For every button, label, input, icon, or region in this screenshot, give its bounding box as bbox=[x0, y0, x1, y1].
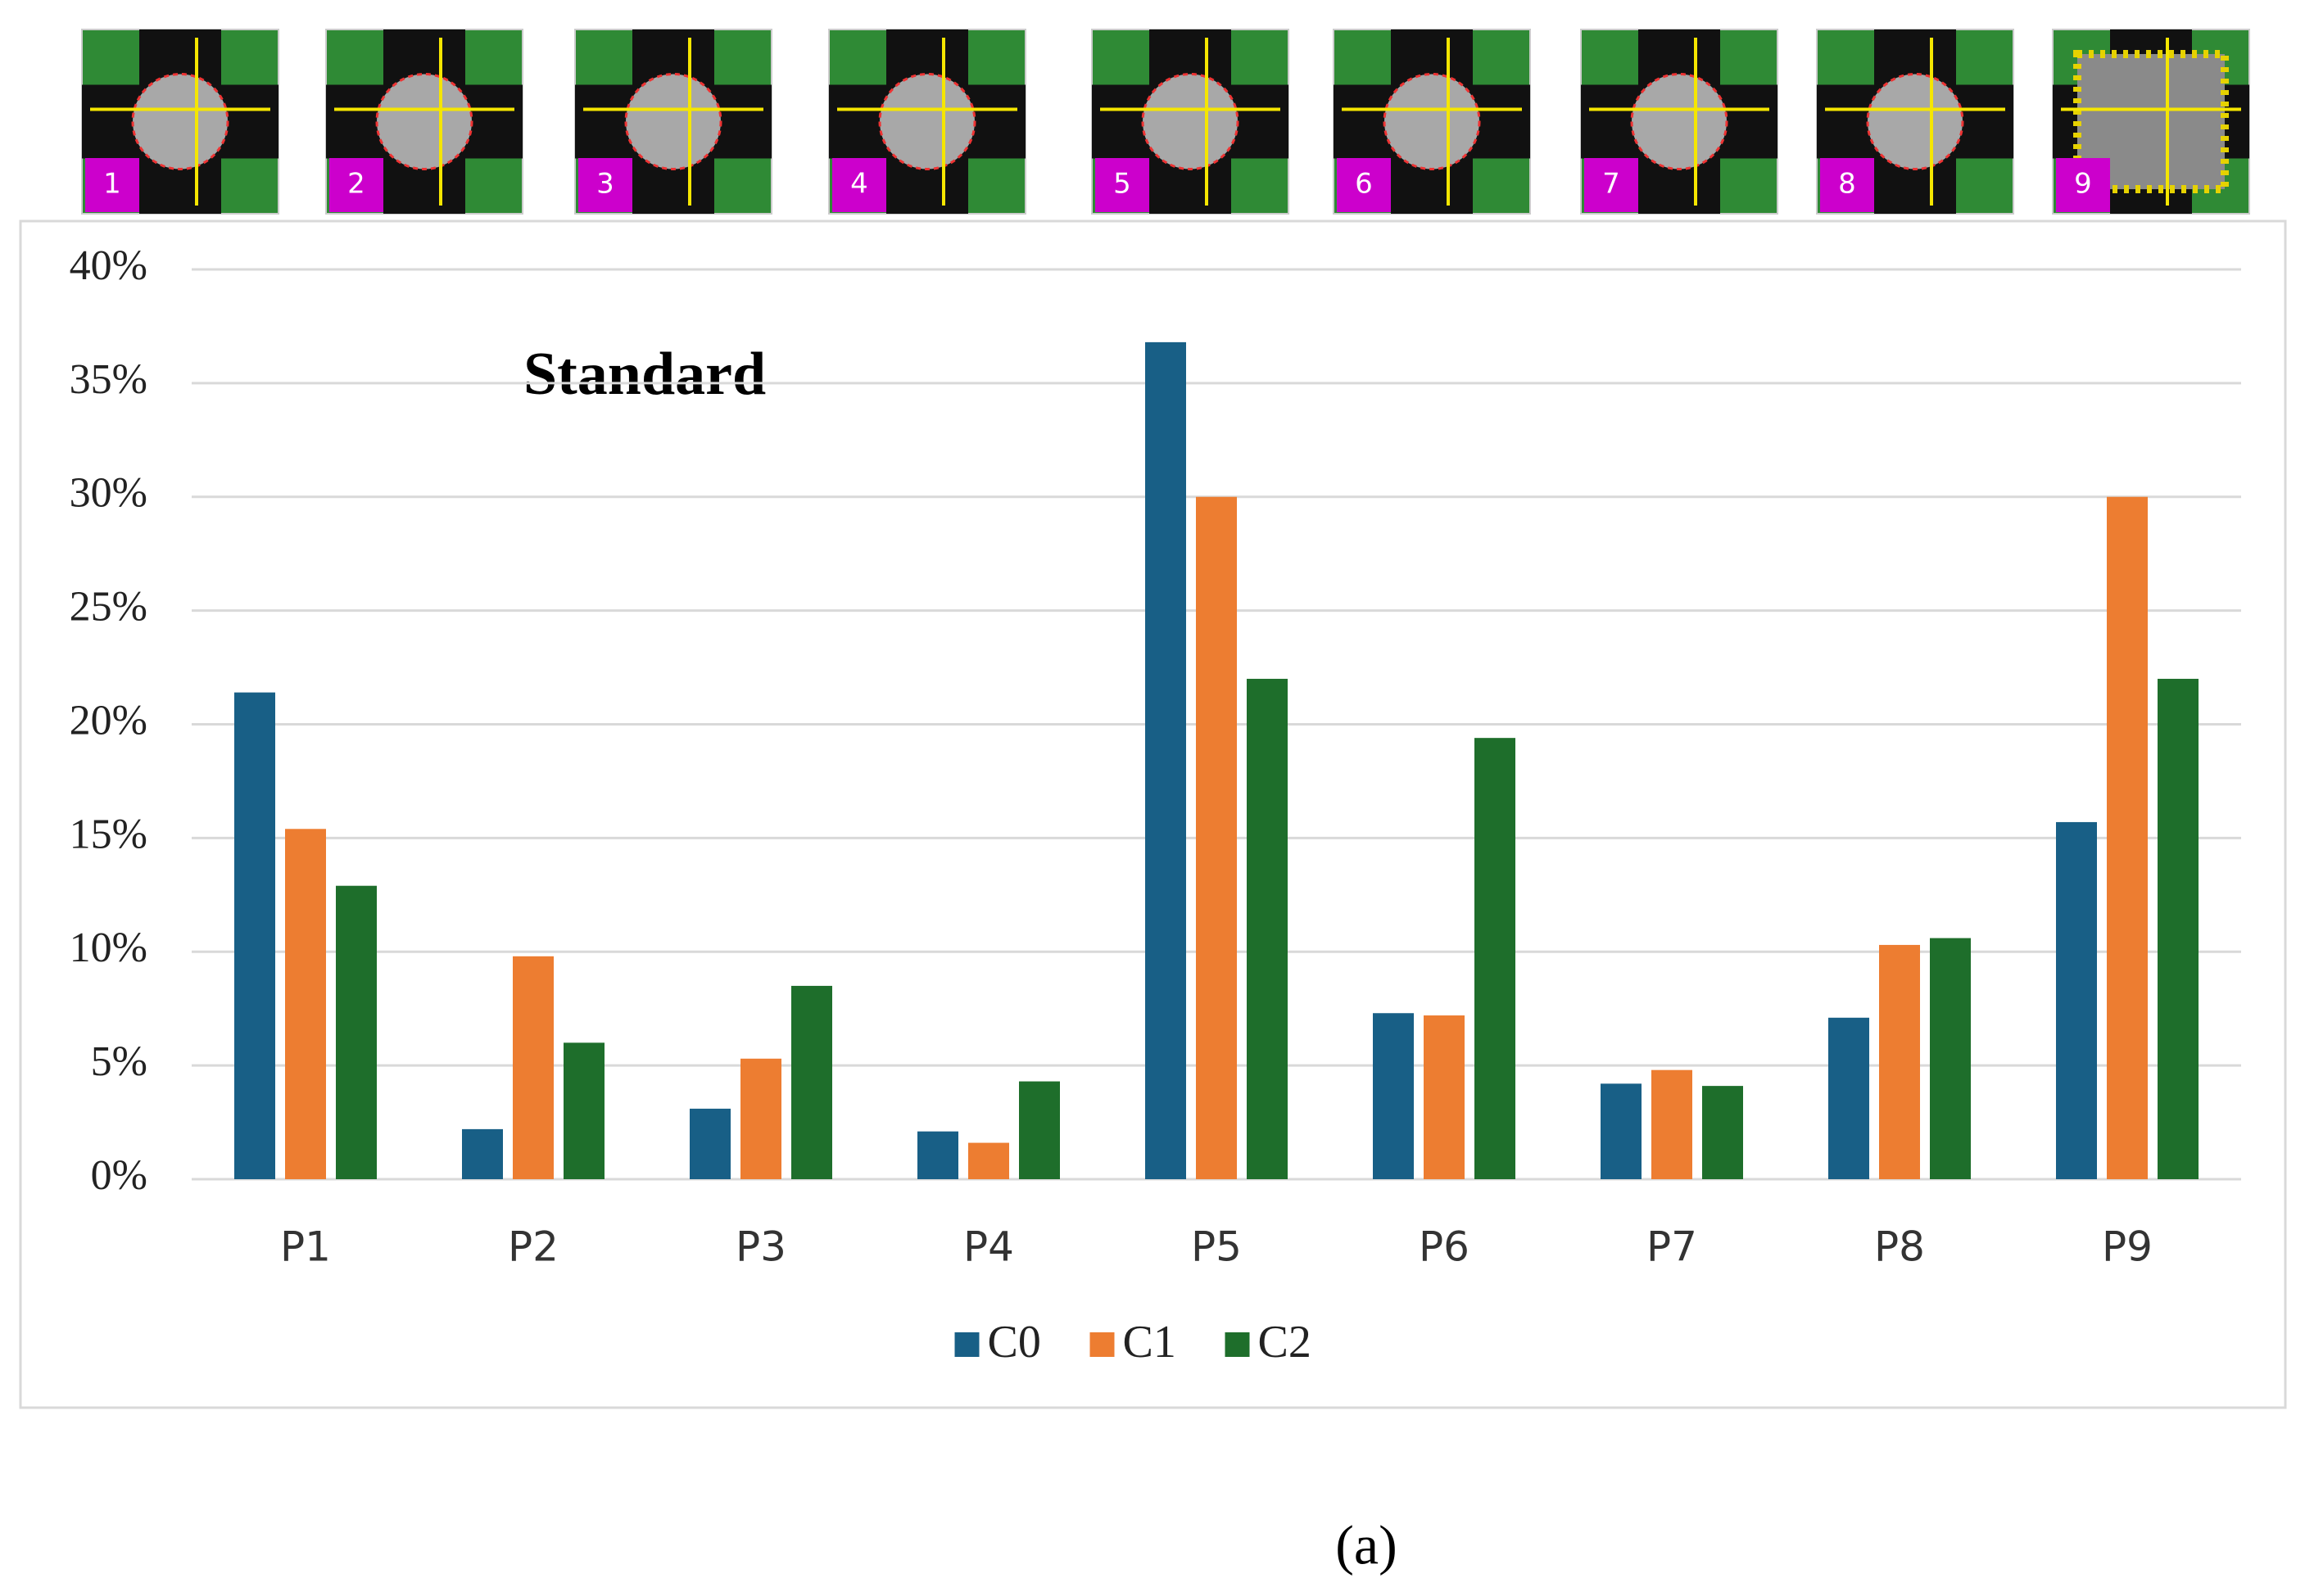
x-tick-label: P8 bbox=[1874, 1223, 1925, 1271]
icon-number: 2 bbox=[347, 168, 365, 201]
intersection-icon: 6 bbox=[1333, 29, 1531, 215]
y-tick-label: 20% bbox=[70, 697, 147, 744]
icon-badge bbox=[329, 158, 383, 212]
bar bbox=[285, 829, 326, 1179]
intersection-icon: 1 bbox=[81, 29, 279, 215]
legend-label: C2 bbox=[1258, 1317, 1311, 1368]
icon-badge bbox=[85, 158, 139, 212]
bar bbox=[1828, 1017, 1869, 1179]
x-tick-label: P5 bbox=[1191, 1223, 1242, 1271]
intersection-icon: 3 bbox=[574, 29, 772, 215]
y-tick-label: 25% bbox=[70, 584, 147, 631]
icon-plaza bbox=[2073, 50, 2229, 193]
legend-swatch bbox=[1089, 1332, 1115, 1357]
icon-center bbox=[375, 73, 473, 170]
bar bbox=[2056, 821, 2097, 1179]
bar bbox=[1196, 496, 1237, 1179]
y-tick-label: 40% bbox=[70, 242, 147, 289]
bar bbox=[1474, 738, 1515, 1179]
bar bbox=[1930, 938, 1971, 1179]
bar bbox=[690, 1108, 731, 1179]
legend-swatch bbox=[1225, 1332, 1250, 1357]
icon-number: 3 bbox=[596, 168, 614, 201]
y-tick-label: 5% bbox=[91, 1038, 147, 1085]
bar bbox=[1145, 341, 1186, 1179]
icon-badge bbox=[1820, 158, 1874, 212]
legend-swatch bbox=[954, 1332, 980, 1357]
caption: (a) bbox=[1335, 1514, 1397, 1576]
x-tick-label: P4 bbox=[963, 1223, 1014, 1271]
x-tick-label: P3 bbox=[736, 1223, 786, 1271]
icon-badge bbox=[2056, 158, 2110, 212]
icon-number: 6 bbox=[1355, 168, 1373, 201]
icon-badge bbox=[1337, 158, 1391, 212]
x-tick-label: P7 bbox=[1646, 1223, 1697, 1271]
icon-center bbox=[1866, 73, 1964, 170]
icon-number: 5 bbox=[1113, 168, 1131, 201]
intersection-icon: 4 bbox=[828, 29, 1026, 215]
icon-number: 7 bbox=[1602, 168, 1620, 201]
intersection-icon: 5 bbox=[1091, 29, 1289, 215]
icon-number: 1 bbox=[103, 168, 121, 201]
bar bbox=[2158, 678, 2199, 1179]
bar bbox=[513, 956, 554, 1179]
bar bbox=[1373, 1013, 1414, 1179]
bar bbox=[1424, 1015, 1465, 1179]
icon-badge bbox=[832, 158, 886, 212]
intersection-icon: 8 bbox=[1816, 29, 2014, 215]
icon-center bbox=[878, 73, 976, 170]
x-tick-label: P1 bbox=[280, 1223, 331, 1271]
x-tick-label: P6 bbox=[1419, 1223, 1469, 1271]
bar bbox=[1651, 1069, 1692, 1179]
bar bbox=[1247, 678, 1288, 1179]
icon-badge bbox=[1095, 158, 1149, 212]
bar bbox=[968, 1142, 1009, 1179]
bar bbox=[1019, 1081, 1060, 1179]
x-tick-label: P2 bbox=[508, 1223, 559, 1271]
bar bbox=[791, 985, 832, 1179]
intersection-icon: 2 bbox=[325, 29, 523, 215]
bar bbox=[1702, 1086, 1743, 1179]
y-tick-label: 15% bbox=[70, 811, 147, 857]
intersection-icon: 9 bbox=[2052, 29, 2250, 215]
icon-badge bbox=[1584, 158, 1638, 212]
icon-number: 8 bbox=[1838, 168, 1856, 201]
y-tick-label: 10% bbox=[70, 925, 147, 971]
bar bbox=[1601, 1083, 1642, 1179]
y-tick-label: 30% bbox=[70, 470, 147, 517]
bar bbox=[740, 1058, 781, 1179]
bar bbox=[2107, 496, 2148, 1179]
icon-center bbox=[1383, 73, 1481, 170]
icon-center bbox=[1141, 73, 1239, 170]
y-tick-label: 0% bbox=[91, 1152, 147, 1199]
bar bbox=[917, 1131, 958, 1179]
icon-number: 9 bbox=[2074, 168, 2092, 201]
legend-label: C0 bbox=[988, 1317, 1041, 1368]
y-tick-label: 35% bbox=[70, 356, 147, 403]
x-tick-label: P9 bbox=[2102, 1223, 2153, 1271]
intersection-icon: 7 bbox=[1580, 29, 1778, 215]
icon-center bbox=[1630, 73, 1728, 170]
icon-center bbox=[131, 73, 229, 170]
bar bbox=[336, 885, 377, 1179]
legend-label: C1 bbox=[1123, 1317, 1176, 1368]
bar bbox=[462, 1128, 503, 1179]
bar bbox=[234, 692, 275, 1179]
icon-center bbox=[624, 73, 722, 170]
bar bbox=[1879, 944, 1920, 1179]
icon-number: 4 bbox=[850, 168, 868, 201]
bar bbox=[564, 1042, 605, 1179]
annotation: Standard bbox=[523, 341, 766, 408]
icon-badge bbox=[578, 158, 632, 212]
